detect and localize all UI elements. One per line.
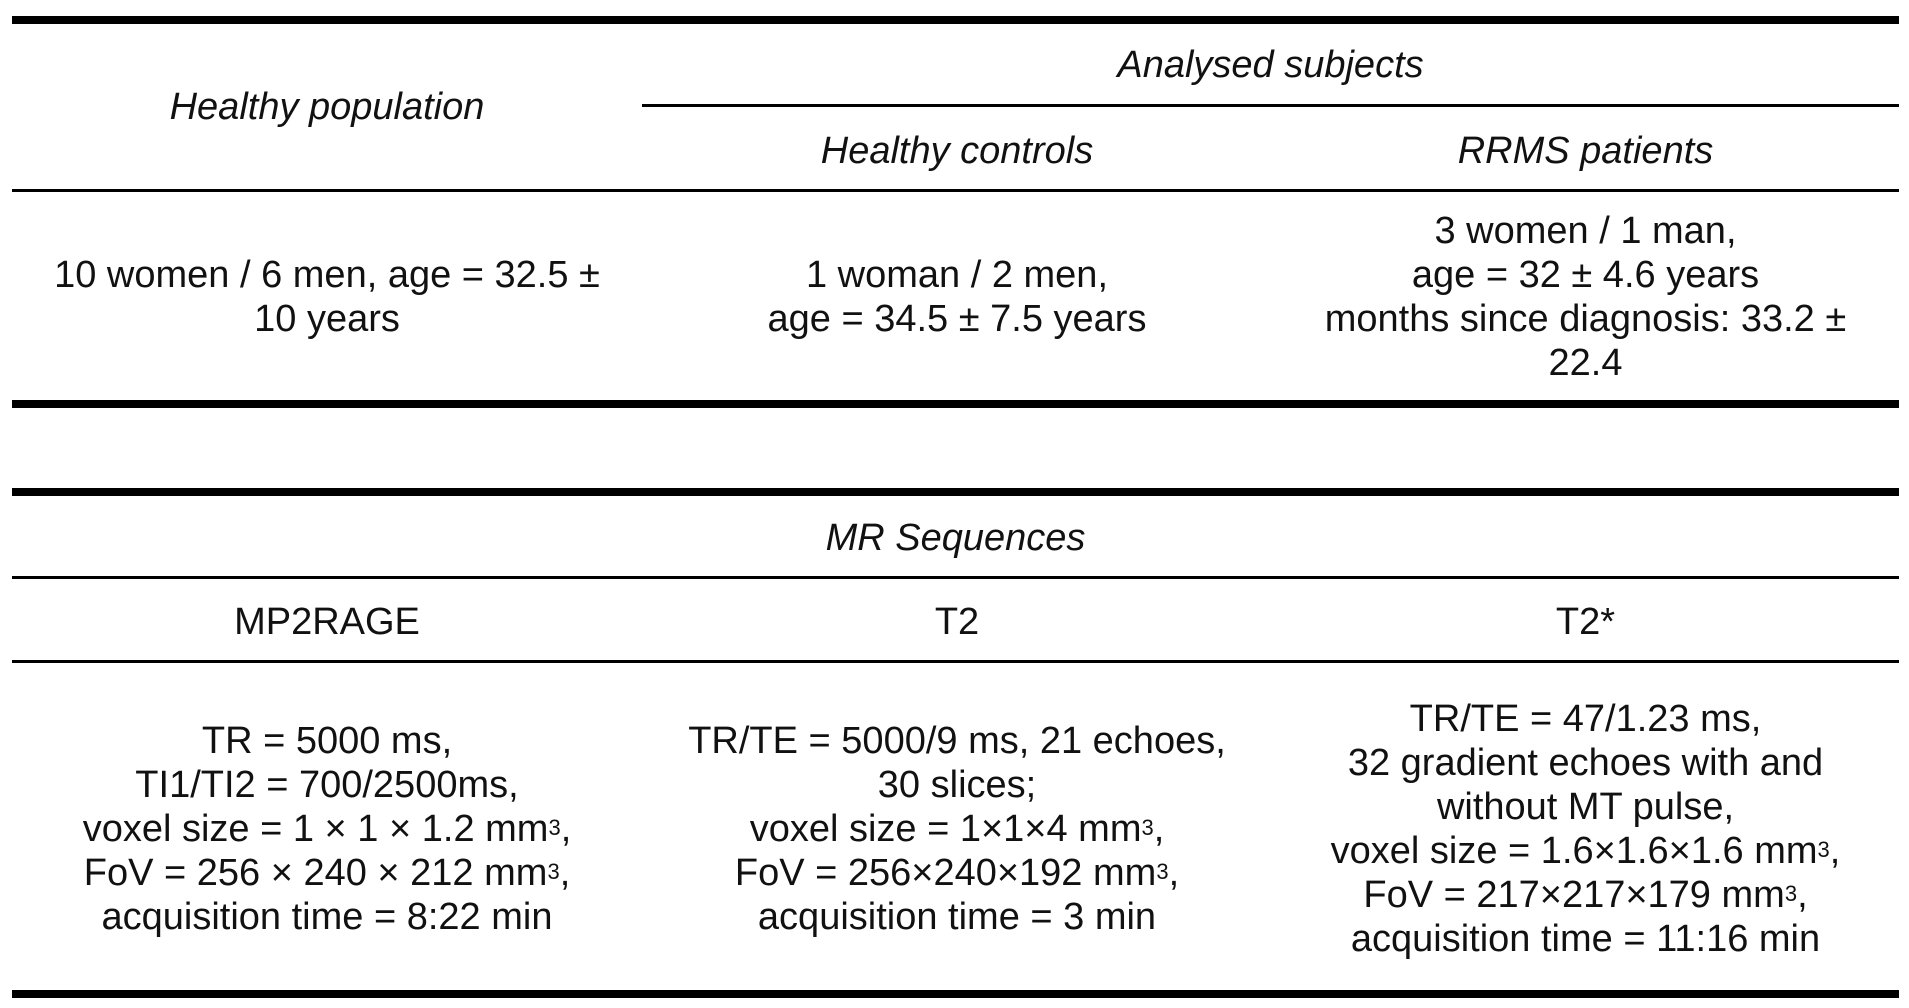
table1-bottom-rule — [12, 400, 1899, 408]
header-healthy-population: Healthy population — [169, 86, 485, 128]
column-t2: T2 — [934, 601, 980, 643]
table2-bottom-rule — [12, 990, 1899, 998]
t2star-fov: FoV = 217×217×179 mm3, — [1363, 874, 1808, 916]
rrms-patients-cell: 3 women / 1 man, age = 32 ± 4.6 years mo… — [1324, 210, 1847, 384]
column-t2star: T2* — [1555, 601, 1616, 643]
table2-top-rule — [12, 488, 1899, 496]
mp2rage-voxel-size: voxel size = 1 × 1 × 1.2 mm3, — [82, 808, 572, 850]
table1-header-rule — [12, 189, 1899, 192]
column-mp2rage: MP2RAGE — [234, 601, 420, 643]
mp2rage-fov: FoV = 256 × 240 × 212 mm3, — [83, 852, 571, 894]
t2-fov: FoV = 256×240×192 mm3, — [734, 852, 1180, 894]
t2star-voxel-size: voxel size = 1.6×1.6×1.6 mm3, — [1330, 830, 1841, 872]
header-rrms-patients: RRMS patients — [1457, 130, 1714, 172]
analysed-subjects-rule — [642, 104, 1899, 107]
healthy-controls-cell: 1 woman / 2 men, age = 34.5 ± 7.5 years — [767, 254, 1147, 340]
header-analysed-subjects: Analysed subjects — [1117, 44, 1424, 86]
t2-parameters: TR/TE = 5000/9 ms, 21 echoes, 30 slices;… — [688, 720, 1226, 938]
t2star-parameters: TR/TE = 47/1.23 ms, 32 gradient echoes w… — [1330, 698, 1841, 960]
header-healthy-controls: Healthy controls — [820, 130, 1094, 172]
healthy-population-cell: 10 women / 6 men, age = 32.5 ± 10 years — [54, 254, 600, 340]
table1-top-rule — [12, 16, 1899, 24]
mr-sequences-title: MR Sequences — [825, 517, 1086, 559]
table2-header-rule — [12, 660, 1899, 663]
mp2rage-parameters: TR = 5000 ms, TI1/TI2 = 700/2500ms, voxe… — [82, 720, 572, 938]
table2-title-rule — [12, 576, 1899, 579]
t2-voxel-size: voxel size = 1×1×4 mm3, — [749, 808, 1165, 850]
